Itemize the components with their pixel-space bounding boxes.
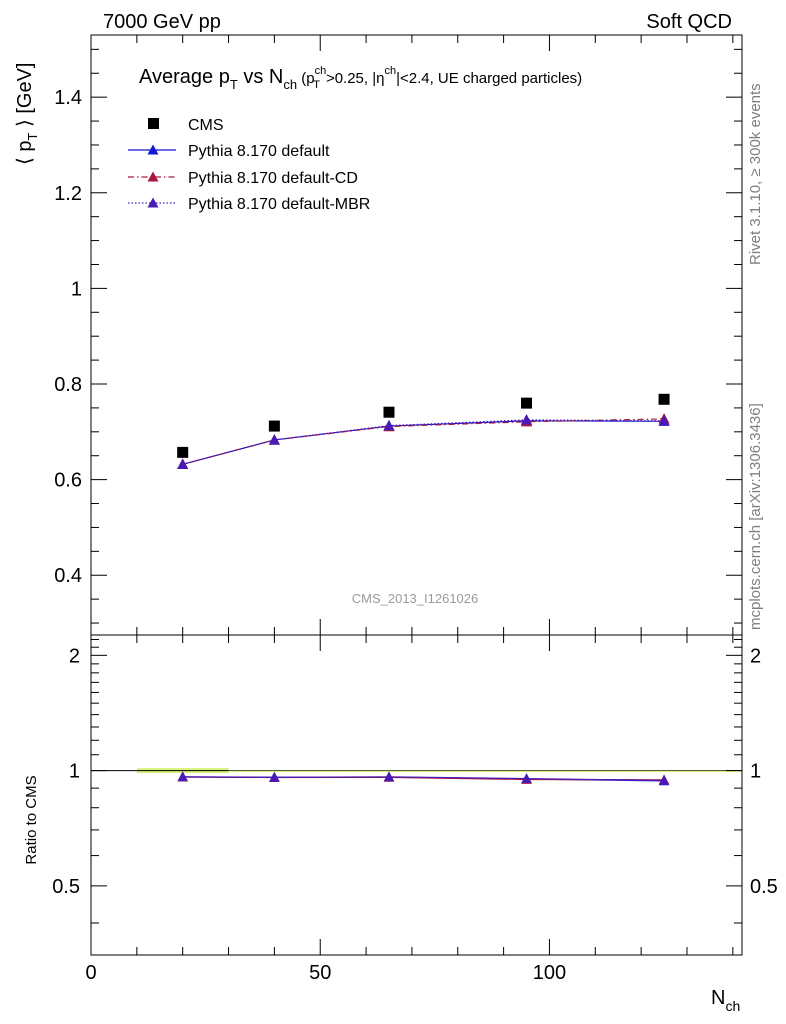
main-y-tick-label: 1.2 bbox=[54, 183, 82, 205]
ratio-panel-frame bbox=[90, 634, 743, 956]
main-y-tick-label: 1 bbox=[71, 278, 82, 300]
ratio-point-pythia-8-170-default-mbr bbox=[383, 771, 395, 782]
legend-label-default-cd: Pythia 8.170 default-CD bbox=[188, 170, 358, 187]
x-tick-label: 0 bbox=[85, 962, 96, 984]
x-axis-label: Nch bbox=[711, 987, 740, 1014]
mcplots-source-label: mcplots.cern.ch [arXiv:1306.3436] bbox=[747, 403, 764, 630]
ratio-y-tick-label-right: 1 bbox=[750, 761, 761, 783]
header-right: Soft QCD bbox=[646, 11, 732, 33]
main-y-axis-label: ⟨ pT ⟩ [GeV] bbox=[14, 63, 40, 166]
legend: CMS Pythia 8.170 default Pythia 8.170 de… bbox=[128, 117, 370, 213]
data-point-pythia-8-170-default-mbr bbox=[383, 419, 395, 431]
ratio-y-axis-label: Ratio to CMS bbox=[23, 775, 40, 864]
main-y-tick-label: 0.4 bbox=[54, 565, 82, 587]
ratio-y-tick-label-left: 2 bbox=[69, 645, 80, 667]
ratio-axis-ticks bbox=[90, 635, 742, 955]
ratio-band-layer bbox=[91, 768, 742, 774]
x-tick-label: 50 bbox=[309, 962, 331, 984]
x-tick-label: 100 bbox=[533, 962, 566, 984]
ratio-data-layer bbox=[177, 771, 670, 786]
ratio-y-tick-label-right: 2 bbox=[750, 645, 761, 667]
main-data-layer bbox=[177, 393, 670, 469]
legend-label-cms: CMS bbox=[188, 117, 224, 134]
ratio-point-pythia-8-170-default-mbr bbox=[177, 771, 188, 782]
chart-title: Average pT vs Nch (pch T >0.25, |ηch|<2.4,… bbox=[139, 65, 582, 92]
ratio-point-pythia-8-170-default-mbr bbox=[269, 771, 280, 782]
legend-label-default-mbr: Pythia 8.170 default-MBR bbox=[188, 196, 370, 213]
data-point-cms bbox=[658, 393, 670, 405]
main-axis-ticks bbox=[90, 35, 742, 635]
legend-marker-default-mbr bbox=[147, 197, 159, 208]
rivet-version-label: Rivet 3.1.10, ≥ 300k events bbox=[747, 83, 764, 265]
ratio-point-pythia-8-170-default-mbr bbox=[658, 775, 670, 785]
data-point-pythia-8-170-default-mbr bbox=[268, 434, 280, 445]
ratio-point-pythia-8-170-default-mbr bbox=[521, 773, 532, 784]
ratio-line-pythia-8-170-default-mbr bbox=[182, 776, 665, 782]
main-y-tick-label: 0.8 bbox=[54, 374, 82, 396]
main-panel: 0.4 0.6 0.8 1 1.2 1.4 Average pT vs Nch (pch T… bbox=[14, 34, 743, 636]
series-line-pythia-8-170-default-mbr bbox=[182, 419, 665, 465]
series-line-pythia-8-170-default bbox=[182, 420, 665, 465]
data-point-cms bbox=[521, 397, 533, 409]
data-point-cms bbox=[383, 406, 395, 418]
ratio-y-tick-label-left: 0.5 bbox=[52, 876, 80, 898]
analysis-id-watermark: CMS_2013_I1261026 bbox=[352, 591, 479, 606]
data-point-pythia-8-170-default-mbr bbox=[177, 458, 189, 469]
data-point-cms bbox=[177, 446, 189, 458]
legend-marker-default-cd bbox=[147, 171, 159, 182]
main-y-tick-label: 1.4 bbox=[54, 87, 82, 109]
x-tick-labels: 0 50 100 bbox=[85, 962, 566, 984]
ratio-y-tick-label-left: 1 bbox=[69, 761, 80, 783]
data-point-cms bbox=[268, 420, 280, 432]
ratio-panel: 0.5 0.5 1 1 2 2 Ratio to CMS 0 50 100 Nch bbox=[23, 634, 778, 1014]
ratio-y-tick-label-right: 0.5 bbox=[750, 876, 778, 898]
main-y-tick-label: 0.6 bbox=[54, 470, 82, 492]
main-y-tick-labels: 0.4 0.6 0.8 1 1.2 1.4 bbox=[54, 87, 82, 587]
legend-label-default: Pythia 8.170 default bbox=[188, 143, 330, 160]
data-point-pythia-8-170-default-mbr bbox=[658, 415, 670, 426]
data-point-pythia-8-170-default-mbr bbox=[521, 414, 533, 425]
legend-marker-cms bbox=[148, 118, 159, 129]
legend-marker-default bbox=[147, 144, 159, 155]
ratio-y-tick-labels: 0.5 0.5 1 1 2 2 bbox=[52, 645, 778, 898]
header-left: 7000 GeV pp bbox=[103, 11, 221, 33]
series-line-pythia-8-170-default-cd bbox=[182, 418, 665, 465]
